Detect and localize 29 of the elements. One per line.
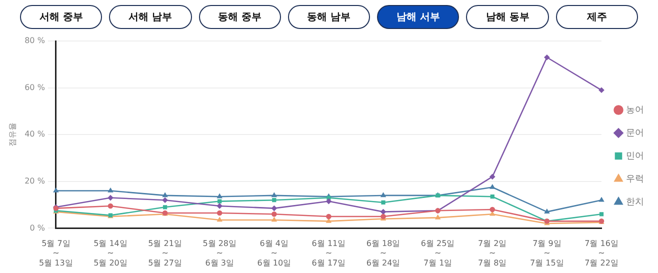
text: 서해 남부 — [109, 5, 192, 29]
x-tick-label: 6월 11일 ~ 6월 17일 — [312, 239, 346, 268]
x-tick-label: 5월 21일 ~ 5월 27일 — [148, 239, 182, 268]
text: 남해 서부 — [377, 5, 460, 29]
x-tick-label: 7월 16일 ~ 7월 22일 — [584, 239, 618, 268]
x-tick-label: 6월 4일 ~ 6월 10일 — [257, 239, 292, 268]
x-tick-label: 7월 9일 ~ 7월 15일 — [530, 239, 564, 268]
y-tick-label: 0 % — [30, 223, 46, 232]
x-tick-label: 6월 25일 ~ 7월 1일 — [420, 239, 455, 268]
x-tick-label: 5월 14일 ~ 5월 20일 — [94, 239, 128, 268]
legend-label: 농어 — [626, 105, 644, 116]
legend-label: 한치 — [626, 197, 644, 208]
text: 동해 남부 — [288, 5, 370, 29]
y-tick-label: 40 % — [24, 130, 46, 139]
text: 남해 동부 — [466, 5, 549, 29]
y-tick-label: 80 % — [24, 36, 46, 46]
legend-label: 민어 — [626, 151, 644, 162]
x-tick-label: 7월 2일 ~ 7월 8일 — [478, 239, 507, 268]
text: 제주 — [556, 5, 638, 29]
text: 동해 중부 — [198, 5, 281, 29]
y-axis-title: 점유율 — [8, 122, 17, 147]
legend-label: 우럭 — [626, 174, 644, 184]
y-tick-label: 60 % — [24, 82, 46, 92]
x-tick-label: 5월 7일 ~ 5월 13일 — [39, 239, 73, 268]
x-tick-label: 6월 18일 ~ 6월 24일 — [366, 239, 400, 268]
y-tick-label: 20 % — [24, 176, 46, 186]
x-tick-label: 5월 28일 ~ 6월 3일 — [202, 239, 237, 268]
text: 서해 중부 — [20, 5, 102, 29]
legend-label: 문어 — [626, 128, 644, 138]
